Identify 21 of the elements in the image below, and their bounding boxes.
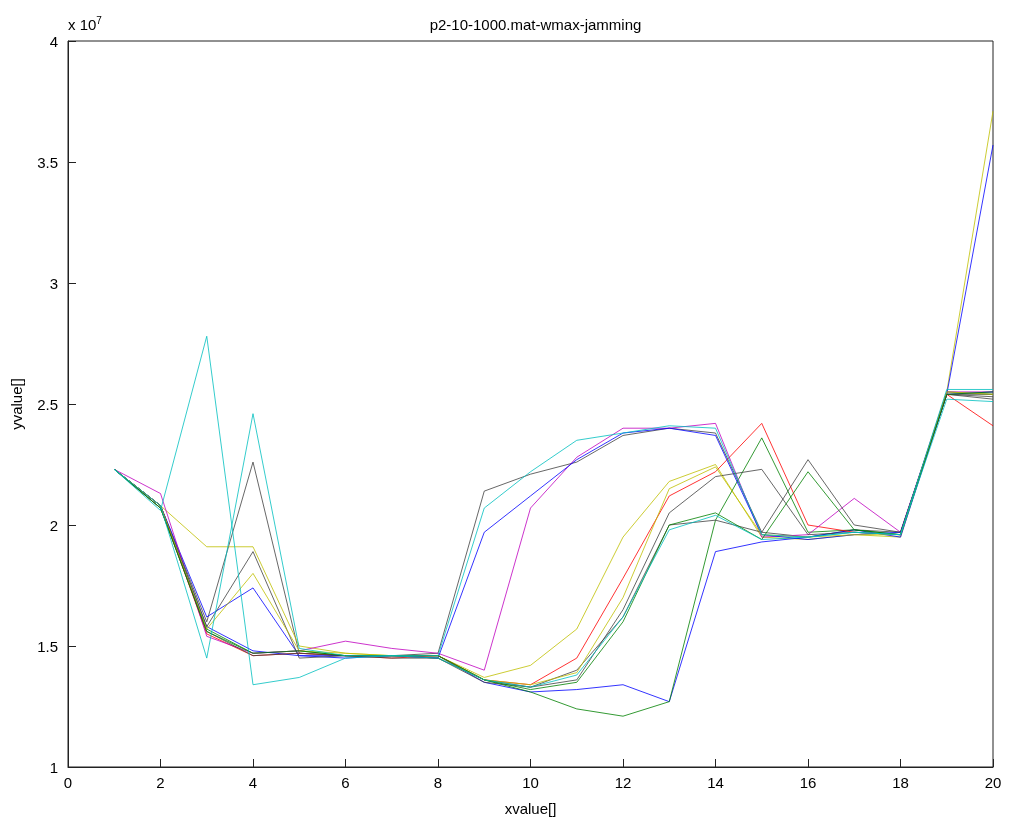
x-tick-label: 20 <box>984 774 1002 791</box>
x-tick-label: 4 <box>248 774 258 791</box>
y-tick-label: 3.5 <box>37 153 58 171</box>
x-tick-label: 2 <box>156 774 165 791</box>
x-tick-label: 16 <box>799 774 817 791</box>
x-tick-label: 14 <box>707 774 724 791</box>
x-tick-label: 6 <box>341 774 350 791</box>
y-axis-title: yvalue[] <box>8 378 25 430</box>
y-tick-label: 2.5 <box>37 395 58 413</box>
x-tick-label: 8 <box>433 774 443 791</box>
chart-title: p2-10-1000.mat-wmax-jamming <box>429 16 642 33</box>
x-axis-title: xvalue[] <box>504 800 557 817</box>
y-tick-label: 1.5 <box>37 637 58 655</box>
x-tick-label: 0 <box>63 774 73 791</box>
y-tick-label: 2 <box>49 516 58 534</box>
y-tick-label: 4 <box>49 32 58 50</box>
x-tick-label: 18 <box>892 774 909 791</box>
y-tick-label: 1 <box>49 758 58 776</box>
x-tick-label: 10 <box>522 774 539 791</box>
x-tick-label: 12 <box>614 774 632 791</box>
y-tick-label: 3 <box>49 274 58 292</box>
